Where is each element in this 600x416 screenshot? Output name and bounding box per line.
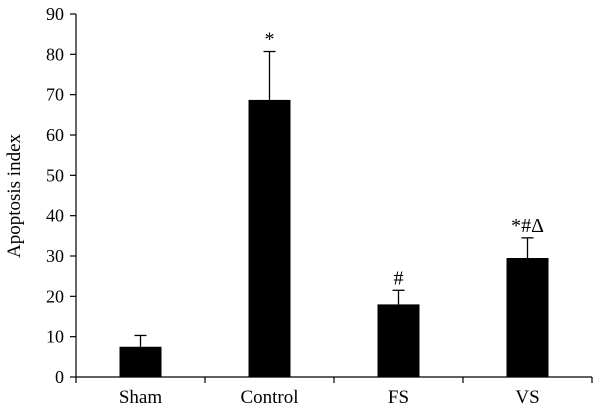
x-tick-label: Sham (119, 387, 163, 408)
y-tick-label: 50 (46, 165, 64, 185)
y-tick-label: 30 (46, 246, 64, 266)
bar-fs (377, 304, 420, 377)
x-tick-label: VS (515, 387, 539, 408)
y-tick-label: 80 (46, 44, 64, 64)
y-tick-label: 60 (46, 125, 64, 145)
x-axis: Sham Control FS VS (75, 376, 593, 408)
error-bars (134, 50, 534, 347)
y-tick-label: 0 (55, 367, 64, 387)
y-tick-label: 70 (46, 85, 64, 105)
significance-marker: *#Δ (511, 215, 544, 237)
y-tick-label: 20 (46, 286, 64, 306)
bar-vs (506, 258, 549, 377)
x-tick-label: Control (240, 387, 298, 408)
significance-annotations: * # *#Δ (265, 29, 545, 290)
x-ticks: Sham Control FS VS (75, 377, 593, 408)
y-tick-label: 90 (46, 4, 64, 24)
bars (119, 99, 549, 377)
y-tick-label: 40 (46, 206, 64, 226)
bar-sham (119, 346, 162, 377)
y-tick-label: 10 (46, 327, 64, 347)
significance-marker: * (265, 29, 275, 51)
x-tick-label: FS (388, 387, 409, 408)
bar-control (248, 99, 291, 377)
y-axis: 0 10 20 30 40 50 60 70 80 90 (46, 4, 77, 387)
y-axis-label: Apoptosis index (4, 133, 25, 258)
y-ticks: 0 10 20 30 40 50 60 70 80 90 (46, 4, 76, 387)
significance-marker: # (394, 267, 404, 289)
